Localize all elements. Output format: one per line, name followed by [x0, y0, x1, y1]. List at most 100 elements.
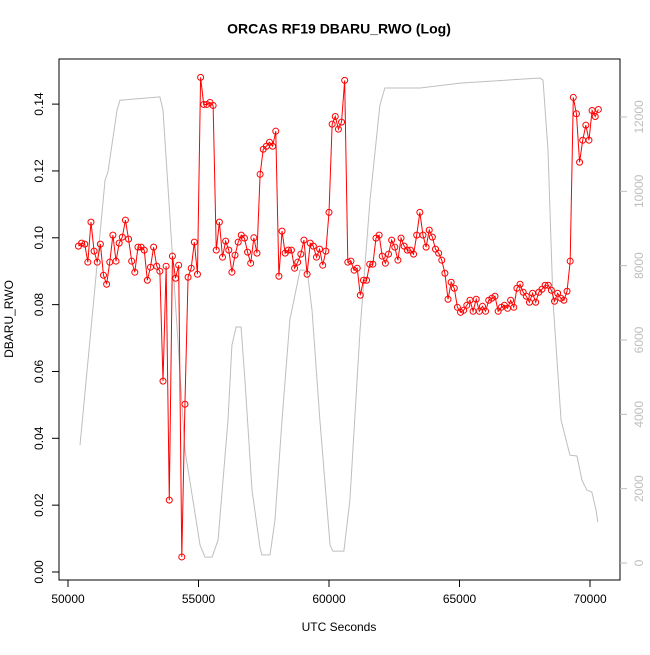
- data-point: [416, 208, 424, 216]
- data-point: [143, 276, 151, 284]
- data-point: [187, 264, 195, 272]
- y-tick-label: 0.06: [32, 359, 46, 383]
- data-point: [378, 252, 386, 260]
- data-point: [331, 112, 339, 120]
- data-point: [582, 121, 590, 129]
- data-point: [369, 260, 377, 268]
- data-point: [150, 243, 158, 251]
- data-point: [541, 281, 549, 289]
- data-point: [297, 250, 305, 258]
- data-point: [591, 112, 599, 120]
- data-point: [522, 292, 530, 300]
- data-point: [134, 243, 142, 251]
- data-point: [554, 289, 562, 297]
- data-point: [209, 101, 217, 109]
- data-point: [284, 246, 292, 254]
- y2-tick-label: 8000: [632, 252, 646, 279]
- data-point: [131, 268, 139, 276]
- data-point: [312, 253, 320, 261]
- data-point: [244, 248, 252, 256]
- data-point: [334, 125, 342, 133]
- data-point: [81, 240, 89, 248]
- series-line: [78, 77, 599, 557]
- data-point: [444, 295, 452, 303]
- data-point: [410, 250, 418, 258]
- data-point: [478, 302, 486, 310]
- data-point: [341, 76, 349, 84]
- data-point: [190, 238, 198, 246]
- data-point: [450, 284, 458, 292]
- data-point: [460, 306, 468, 314]
- data-point: [344, 258, 352, 266]
- data-point: [428, 233, 436, 241]
- data-point: [309, 242, 317, 250]
- data-point: [234, 238, 242, 246]
- data-point: [197, 73, 205, 81]
- data-point: [294, 258, 302, 266]
- data-point: [328, 120, 336, 128]
- y-axis-label: DBARU_RWO: [2, 280, 16, 358]
- series-line: [79, 77, 599, 558]
- y2-tick-label: 2000: [632, 475, 646, 502]
- data-point: [551, 297, 559, 305]
- data-point: [222, 237, 230, 245]
- data-point: [175, 261, 183, 269]
- data-point: [193, 270, 201, 278]
- data-point: [356, 291, 364, 299]
- data-point: [125, 235, 133, 243]
- y-tick-label: 0.12: [32, 159, 46, 183]
- x-tick-label: 70000: [573, 592, 607, 606]
- data-point: [381, 259, 389, 267]
- data-point: [87, 218, 95, 226]
- data-point: [165, 496, 173, 504]
- data-point: [269, 142, 277, 150]
- data-point: [491, 292, 499, 300]
- data-point: [585, 136, 593, 144]
- data-point: [544, 281, 552, 289]
- data-point: [240, 234, 248, 242]
- data-point: [576, 158, 584, 166]
- data-point: [572, 110, 580, 118]
- data-point: [403, 246, 411, 254]
- y-tick-label: 0.08: [32, 293, 46, 317]
- data-point: [353, 264, 361, 272]
- data-point: [472, 295, 480, 303]
- data-point: [397, 234, 405, 242]
- data-point: [178, 553, 186, 561]
- data-point: [225, 246, 233, 254]
- data-point: [419, 231, 427, 239]
- data-point: [347, 257, 355, 265]
- data-point: [100, 271, 108, 279]
- data-point: [441, 269, 449, 277]
- data-point: [172, 274, 180, 282]
- data-point: [422, 243, 430, 251]
- data-point: [215, 218, 223, 226]
- data-point: [115, 239, 123, 247]
- y-tick-label: 0.00: [32, 560, 46, 584]
- data-point: [482, 307, 490, 315]
- data-point: [359, 276, 367, 284]
- data-point: [563, 287, 571, 295]
- x-tick-label: 60000: [312, 592, 346, 606]
- data-point: [438, 256, 446, 264]
- data-point: [162, 262, 170, 270]
- x-tick-label: 55000: [182, 592, 216, 606]
- data-point: [159, 377, 167, 385]
- y2-tick-label: 6000: [632, 326, 646, 353]
- data-point: [453, 303, 461, 311]
- data-point: [532, 298, 540, 306]
- data-point: [516, 280, 524, 288]
- data-point: [90, 247, 98, 255]
- data-point: [391, 243, 399, 251]
- data-point: [247, 259, 255, 267]
- data-point: [547, 286, 555, 294]
- y-tick-label: 0.02: [32, 493, 46, 517]
- data-point: [560, 296, 568, 304]
- data-point: [256, 170, 264, 178]
- data-point: [363, 276, 371, 284]
- data-point: [447, 278, 455, 286]
- plot-frame: [58, 58, 621, 581]
- data-point: [507, 296, 515, 304]
